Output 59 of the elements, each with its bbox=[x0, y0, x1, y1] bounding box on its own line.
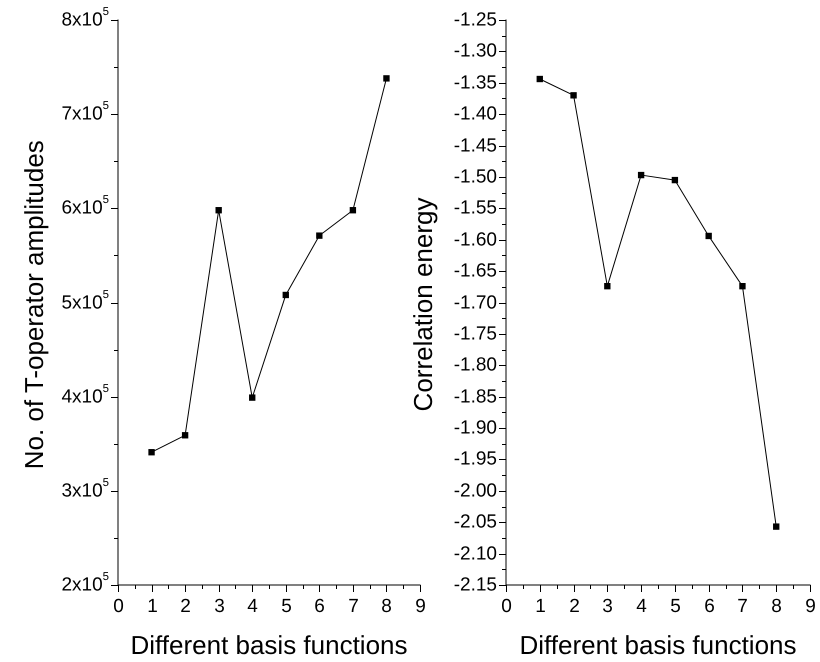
point bbox=[705, 232, 712, 240]
x-tick-label: 0 bbox=[113, 596, 124, 618]
y-tick-label: -1.50 bbox=[454, 166, 498, 188]
y-tick-label: -2.15 bbox=[454, 574, 498, 596]
x-tick-label: 6 bbox=[704, 596, 715, 618]
y-tick-label: -1.45 bbox=[454, 136, 498, 157]
point bbox=[536, 76, 543, 82]
y-tick-label: -1.35 bbox=[454, 72, 498, 94]
point bbox=[182, 432, 188, 438]
y-tick-label: -1.70 bbox=[454, 292, 498, 314]
y-tick-label: -1.30 bbox=[454, 40, 498, 62]
y-tick-label: -1.75 bbox=[454, 324, 498, 345]
point bbox=[148, 449, 155, 456]
x-tick-label: 8 bbox=[771, 596, 782, 618]
point bbox=[570, 92, 577, 99]
x-tick-label: 5 bbox=[281, 596, 292, 618]
y-tick-label: -1.60 bbox=[454, 230, 498, 251]
y-tick-label: -1.85 bbox=[454, 386, 498, 408]
x-axis-title: Different basis functions bbox=[520, 630, 796, 660]
y-tick-label: -1.40 bbox=[454, 104, 498, 125]
y-tick-label: -2.05 bbox=[454, 512, 498, 533]
point bbox=[638, 172, 644, 178]
point bbox=[316, 232, 323, 239]
y-axis-title: Correlation energy bbox=[408, 198, 438, 412]
x-tick-label: 2 bbox=[180, 596, 191, 618]
point bbox=[383, 75, 390, 82]
x-tick-label: 4 bbox=[247, 596, 258, 618]
x-tick-label: 2 bbox=[569, 596, 580, 618]
x-tick-label: 7 bbox=[737, 596, 748, 618]
x-tick-label: 4 bbox=[636, 596, 648, 618]
x-tick-label: 6 bbox=[314, 596, 325, 618]
point bbox=[773, 523, 780, 530]
x-tick-label: 3 bbox=[214, 596, 225, 618]
point bbox=[672, 176, 678, 184]
x-tick-label: 0 bbox=[501, 596, 512, 618]
y-tick-label: -1.95 bbox=[454, 448, 498, 470]
point bbox=[739, 282, 746, 290]
y-axis-title: No. of T-operator amplitudes bbox=[19, 140, 50, 470]
point bbox=[215, 207, 222, 214]
x-tick-label: 1 bbox=[147, 596, 158, 618]
x-tick-label: 8 bbox=[381, 596, 392, 618]
x-axis-title: Different basis functions bbox=[130, 630, 408, 660]
y-tick-label: -2.10 bbox=[454, 544, 498, 565]
x-tick-label: 9 bbox=[805, 596, 816, 618]
point bbox=[249, 394, 256, 401]
x-tick-label: 5 bbox=[670, 596, 681, 618]
y-tick-label: -1.65 bbox=[454, 260, 498, 282]
x-tick-label: 3 bbox=[602, 596, 613, 618]
point bbox=[282, 292, 289, 298]
x-tick-label: 7 bbox=[348, 596, 359, 618]
point bbox=[350, 207, 356, 214]
x-tick-label: 1 bbox=[535, 596, 546, 618]
x-tick-label: 9 bbox=[415, 596, 426, 618]
y-tick-label: -1.90 bbox=[454, 418, 498, 439]
y-tick-label: -1.55 bbox=[454, 198, 498, 219]
point bbox=[604, 282, 611, 290]
y-tick-label: -1.80 bbox=[454, 354, 498, 376]
y-tick-label: -2.00 bbox=[454, 480, 498, 502]
y-tick-label: -1.25 bbox=[454, 10, 498, 31]
